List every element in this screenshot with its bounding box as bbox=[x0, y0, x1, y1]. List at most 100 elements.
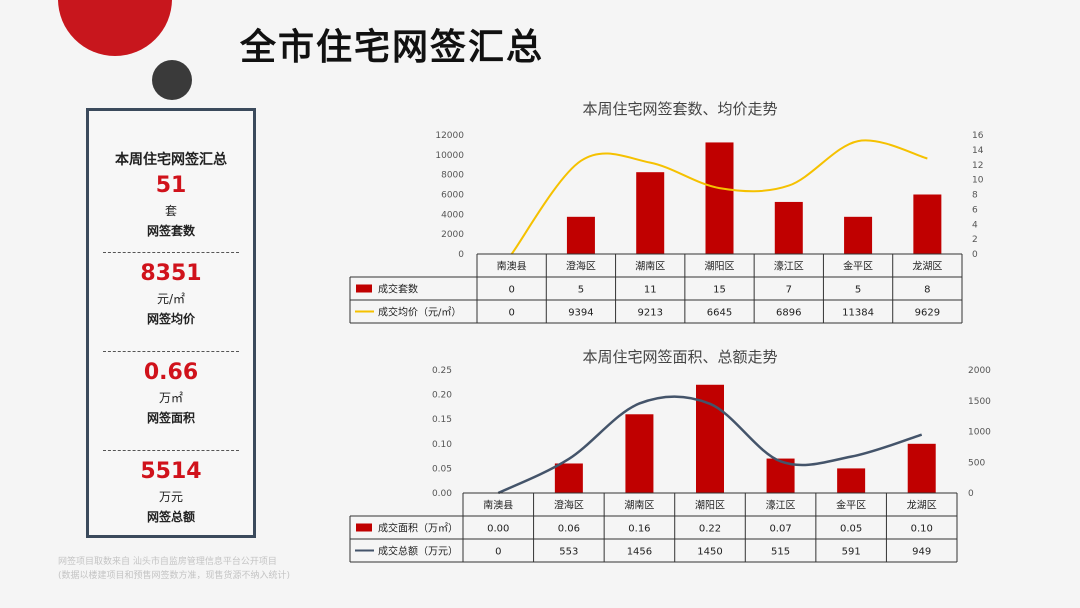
bar bbox=[774, 201, 803, 254]
category-label: 潮阳区 bbox=[705, 260, 735, 273]
table-cell-value: 6896 bbox=[776, 308, 801, 319]
y2-axis-tick-label: 2000 bbox=[968, 366, 991, 376]
metric-unit: 套 bbox=[164, 204, 177, 218]
metric-unit: 万元 bbox=[158, 490, 183, 504]
table-cell-value: 1456 bbox=[627, 547, 652, 558]
y-axis-tick-label: 6000 bbox=[441, 191, 464, 201]
y2-axis-tick-label: 1000 bbox=[968, 428, 991, 438]
y2-axis-tick-label: 6 bbox=[972, 205, 978, 215]
category-label: 潮南区 bbox=[635, 260, 665, 273]
table-cell-value: 949 bbox=[912, 547, 931, 558]
category-label: 龙湖区 bbox=[912, 260, 942, 273]
divider bbox=[103, 252, 239, 253]
y2-axis-tick-label: 2 bbox=[972, 235, 978, 245]
legend-swatch-bar bbox=[356, 523, 372, 532]
category-label: 澄海区 bbox=[566, 260, 596, 273]
bar bbox=[625, 414, 654, 493]
table-cell-value: 9213 bbox=[637, 308, 662, 319]
table-cell-value: 11384 bbox=[842, 308, 874, 319]
bar bbox=[907, 443, 936, 493]
metric-area: 0.66 万㎡ 网签面积 bbox=[89, 358, 253, 451]
table-cell-value: 5 bbox=[578, 285, 584, 296]
divider bbox=[103, 351, 239, 352]
metric-label: 网签面积 bbox=[146, 411, 195, 425]
metric-value: 0.66 bbox=[143, 360, 199, 385]
metric-label: 网签套数 bbox=[146, 224, 195, 238]
y2-axis-tick-label: 0 bbox=[968, 489, 974, 499]
category-label: 龙湖区 bbox=[907, 499, 937, 512]
summary-heading: 本周住宅网签汇总 bbox=[115, 152, 227, 168]
y-axis-tick-label: 12000 bbox=[435, 131, 464, 141]
footnote-line-1: 网签项目取数来自 汕头市自监房管理信息平台公开项目 bbox=[58, 557, 277, 567]
y2-axis-tick-label: 500 bbox=[968, 458, 985, 468]
metric-value: 8351 bbox=[140, 261, 202, 286]
table-cell-value: 0 bbox=[495, 547, 501, 558]
category-label: 金平区 bbox=[836, 499, 866, 512]
category-label: 金平区 bbox=[843, 260, 873, 273]
table-cell-value: 7 bbox=[786, 285, 792, 296]
legend-label-bar: 成交面积（万㎡） bbox=[378, 522, 458, 535]
table-cell-value: 5 bbox=[855, 285, 861, 296]
y-axis-tick-label: 8000 bbox=[441, 171, 464, 181]
chart-2-title: 本周住宅网签面积、总额走势 bbox=[582, 348, 778, 366]
table-cell-value: 9394 bbox=[568, 308, 593, 319]
y-axis-tick-label: 0.20 bbox=[432, 391, 452, 401]
legend-label-line: 成交总额（万元） bbox=[378, 545, 458, 558]
table-cell-value: 515 bbox=[771, 547, 790, 558]
y-axis-tick-label: 0.05 bbox=[432, 464, 452, 474]
bar bbox=[705, 142, 734, 254]
table-cell-value: 591 bbox=[842, 547, 861, 558]
y2-axis-tick-label: 1500 bbox=[968, 397, 991, 407]
metric-units: 51 套 网签套数 bbox=[89, 171, 253, 253]
metric-value: 51 bbox=[155, 173, 187, 198]
y-axis-tick-label: 0.25 bbox=[432, 366, 452, 376]
decorative-dark-circle bbox=[152, 60, 192, 100]
category-label: 潮南区 bbox=[624, 499, 654, 512]
y2-axis-tick-label: 8 bbox=[972, 191, 978, 201]
table-cell-value: 0 bbox=[508, 308, 514, 319]
category-label: 濠江区 bbox=[766, 499, 796, 512]
category-label: 南澳县 bbox=[483, 499, 513, 512]
table-cell-value: 8 bbox=[924, 285, 930, 296]
divider bbox=[103, 450, 239, 451]
metric-avg-price: 8351 元/㎡ 网签均价 bbox=[89, 259, 253, 352]
y-axis-tick-label: 0.15 bbox=[432, 415, 452, 425]
metric-label: 网签均价 bbox=[146, 312, 195, 326]
metric-unit: 万㎡ bbox=[158, 391, 183, 405]
y2-axis-tick-label: 14 bbox=[972, 146, 984, 156]
table-cell-value: 0.07 bbox=[769, 524, 791, 535]
bar bbox=[837, 468, 866, 493]
footnote-line-2: (数据以楼建项目和预售网签数方准，现售货源不纳入统计) bbox=[58, 571, 291, 581]
table-cell-value: 0.06 bbox=[558, 524, 580, 535]
legend-label-line: 成交均价（元/㎡） bbox=[378, 306, 461, 319]
bar bbox=[554, 463, 583, 493]
table-cell-value: 0.22 bbox=[699, 524, 721, 535]
table-cell-value: 6645 bbox=[707, 308, 732, 319]
table-cell-value: 0 bbox=[508, 285, 514, 296]
bar bbox=[566, 216, 595, 254]
table-cell-value: 0.10 bbox=[911, 524, 933, 535]
table-cell-value: 0.16 bbox=[628, 524, 650, 535]
category-label: 潮阳区 bbox=[695, 499, 725, 512]
y2-axis-tick-label: 12 bbox=[972, 161, 983, 171]
legend-swatch-bar bbox=[356, 284, 372, 293]
y-axis-tick-label: 10000 bbox=[435, 151, 464, 161]
y-axis-tick-label: 0.10 bbox=[432, 440, 452, 450]
page-title: 全市住宅网签汇总 bbox=[240, 27, 545, 68]
bar bbox=[636, 172, 665, 254]
y-axis-tick-label: 0.00 bbox=[432, 489, 452, 499]
table-cell-value: 1450 bbox=[697, 547, 722, 558]
category-label: 澄海区 bbox=[554, 499, 584, 512]
bar bbox=[913, 194, 942, 254]
table-cell-value: 0.00 bbox=[487, 524, 509, 535]
y2-axis-tick-label: 4 bbox=[972, 220, 978, 230]
table-cell-value: 15 bbox=[713, 285, 726, 296]
y2-axis-tick-label: 0 bbox=[972, 250, 978, 260]
y2-axis-tick-label: 10 bbox=[972, 176, 984, 186]
summary-panel: 本周住宅网签汇总 51 套 网签套数 8351 元/㎡ 网签均价 0.66 万㎡… bbox=[86, 108, 256, 538]
table-cell-value: 9629 bbox=[915, 308, 940, 319]
table-cell-value: 0.05 bbox=[840, 524, 862, 535]
footnote: 网签项目取数来自 汕头市自监房管理信息平台公开项目 (数据以楼建项目和预售网签数… bbox=[58, 555, 358, 583]
table-cell-value: 11 bbox=[644, 285, 657, 296]
